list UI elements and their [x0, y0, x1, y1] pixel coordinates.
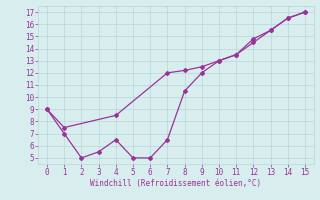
X-axis label: Windchill (Refroidissement éolien,°C): Windchill (Refroidissement éolien,°C)	[91, 179, 261, 188]
